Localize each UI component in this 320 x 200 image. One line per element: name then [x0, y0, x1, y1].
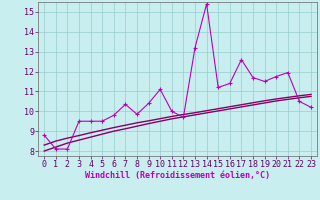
X-axis label: Windchill (Refroidissement éolien,°C): Windchill (Refroidissement éolien,°C)	[85, 171, 270, 180]
